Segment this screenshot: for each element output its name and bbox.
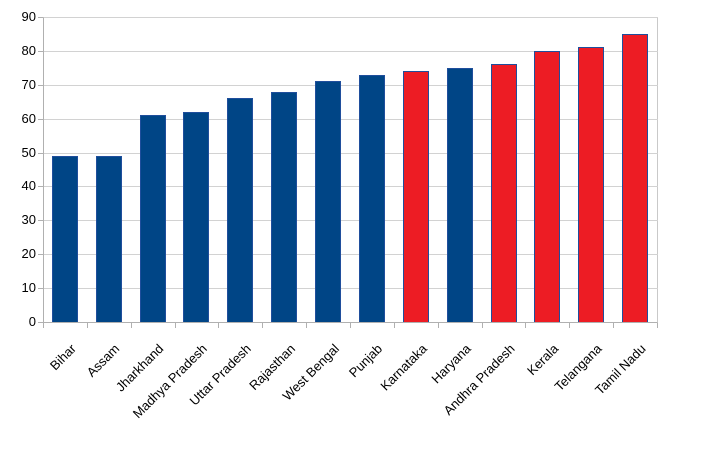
x-axis-label-karnataka: Karnataka <box>376 341 430 394</box>
y-axis-label-30: 30 <box>21 212 36 227</box>
gridline-40 <box>44 186 658 187</box>
x-axis-tick <box>525 323 526 328</box>
x-axis-tick <box>175 323 176 328</box>
x-axis-label-punjab: Punjab <box>346 341 386 381</box>
y-axis-tick <box>38 85 43 86</box>
bar-rajasthan <box>271 92 297 322</box>
y-axis-tick <box>38 119 43 120</box>
x-axis-tick <box>438 323 439 328</box>
y-axis-label-50: 50 <box>21 145 36 160</box>
bar-tamil-nadu <box>622 34 648 322</box>
x-axis-label-bihar: Bihar <box>46 341 79 374</box>
gridline-10 <box>44 288 658 289</box>
y-axis-tick <box>38 17 43 18</box>
bar-karnataka <box>403 71 429 322</box>
gridline-60 <box>44 119 658 120</box>
x-axis-label-kerala: Kerala <box>523 341 561 379</box>
x-axis-tick <box>657 323 658 328</box>
y-axis-label-90: 90 <box>21 9 36 24</box>
gridline-30 <box>44 220 658 221</box>
bar-jharkhand <box>140 115 166 322</box>
bar-bihar <box>52 156 78 322</box>
gridline-70 <box>44 85 658 86</box>
x-axis-tick <box>43 323 44 328</box>
y-axis-label-10: 10 <box>21 280 36 295</box>
y-axis-tick <box>38 51 43 52</box>
bar-haryana <box>447 68 473 322</box>
bar-madhya-pradesh <box>183 112 209 322</box>
x-axis-tick <box>218 323 219 328</box>
y-axis-label-80: 80 <box>21 43 36 58</box>
x-axis-tick <box>131 323 132 328</box>
gridline-50 <box>44 153 658 154</box>
y-axis-tick <box>38 153 43 154</box>
x-axis-tick <box>482 323 483 328</box>
y-axis-tick <box>38 288 43 289</box>
x-axis-tick <box>262 323 263 328</box>
x-axis-tick <box>394 323 395 328</box>
y-axis-label-0: 0 <box>28 314 36 329</box>
bar-punjab <box>359 75 385 322</box>
x-axis-tick <box>306 323 307 328</box>
y-axis-label-20: 20 <box>21 246 36 261</box>
y-axis-label-70: 70 <box>21 77 36 92</box>
x-axis-tick <box>613 323 614 328</box>
bar-andhra-pradesh <box>491 64 517 322</box>
bar-uttar-pradesh <box>227 98 253 322</box>
x-axis-tick <box>569 323 570 328</box>
bar-kerala <box>534 51 560 322</box>
y-axis-tick <box>38 254 43 255</box>
gridline-90 <box>44 17 658 18</box>
x-axis-label-assam: Assam <box>83 341 123 380</box>
y-axis-tick <box>38 186 43 187</box>
bar-assam <box>96 156 122 322</box>
y-axis-tick <box>38 322 43 323</box>
y-axis-tick <box>38 220 43 221</box>
y-axis-label-40: 40 <box>21 178 36 193</box>
x-axis-tick <box>87 323 88 328</box>
x-axis-tick <box>350 323 351 328</box>
bar-telangana <box>578 47 604 322</box>
plot-area <box>43 17 658 323</box>
gridline-80 <box>44 51 658 52</box>
bar-west-bengal <box>315 81 341 322</box>
gridline-20 <box>44 254 658 255</box>
y-axis-label-60: 60 <box>21 111 36 126</box>
